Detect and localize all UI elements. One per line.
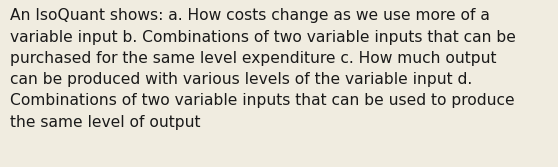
Text: An IsoQuant shows: a. How costs change as we use more of a
variable input b. Com: An IsoQuant shows: a. How costs change a… bbox=[10, 8, 516, 130]
